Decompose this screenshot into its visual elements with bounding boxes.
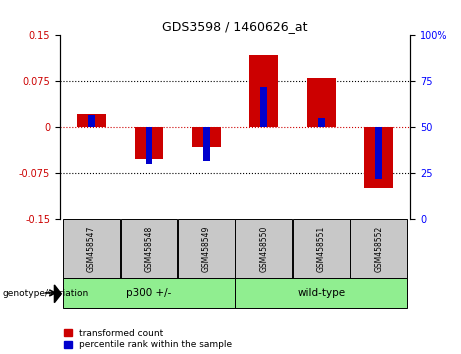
Text: GSM458552: GSM458552: [374, 225, 383, 272]
Bar: [293, 219, 350, 278]
Bar: [236, 278, 407, 308]
Title: GDS3598 / 1460626_at: GDS3598 / 1460626_at: [162, 20, 308, 33]
Bar: [364, 127, 393, 188]
Bar: [318, 118, 325, 127]
Bar: [192, 127, 221, 147]
Bar: [63, 278, 235, 308]
Text: genotype/variation: genotype/variation: [2, 289, 89, 298]
Bar: [203, 127, 210, 161]
Text: wild-type: wild-type: [297, 288, 345, 298]
Text: p300 +/-: p300 +/-: [126, 288, 171, 298]
Bar: [260, 87, 267, 127]
Bar: [77, 114, 106, 127]
Text: GSM458549: GSM458549: [202, 225, 211, 272]
Text: GSM458550: GSM458550: [260, 225, 268, 272]
Bar: [350, 219, 407, 278]
Bar: [146, 127, 153, 164]
Bar: [120, 219, 177, 278]
Text: GSM458547: GSM458547: [87, 225, 96, 272]
Bar: [375, 127, 382, 179]
Text: GSM458551: GSM458551: [317, 225, 326, 272]
Bar: [63, 219, 120, 278]
Bar: [249, 55, 278, 127]
Bar: [236, 219, 292, 278]
Bar: [88, 115, 95, 127]
Bar: [135, 127, 163, 159]
Bar: [307, 78, 336, 127]
Text: GSM458548: GSM458548: [144, 225, 154, 272]
Legend: transformed count, percentile rank within the sample: transformed count, percentile rank withi…: [65, 329, 232, 349]
Bar: [178, 219, 235, 278]
